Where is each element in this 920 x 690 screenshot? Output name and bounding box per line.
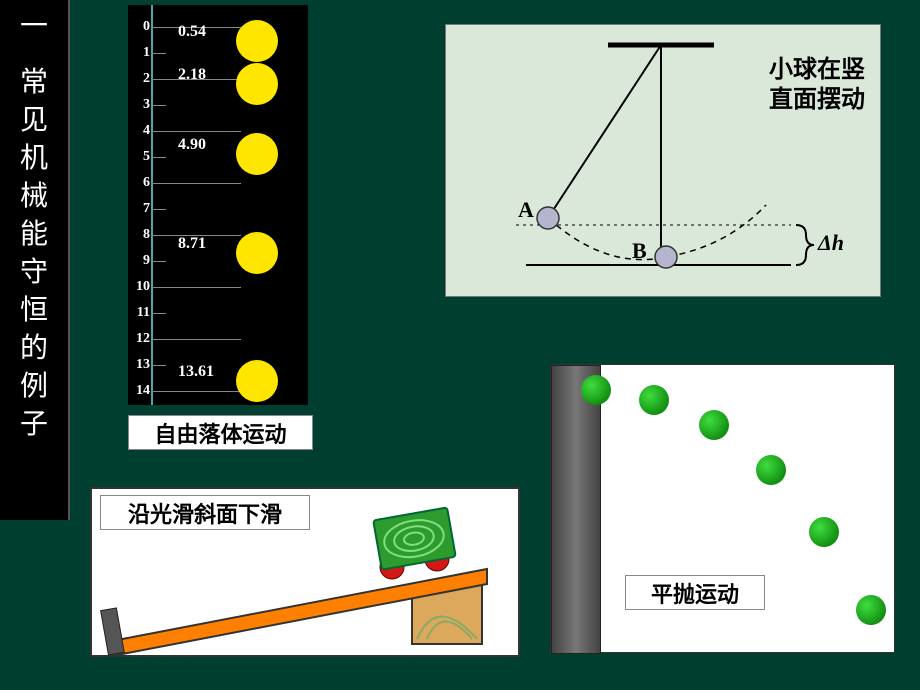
freefall-value: 0.54 xyxy=(178,23,206,41)
freefall-ball xyxy=(236,133,278,175)
sidebar-char: 的 xyxy=(20,332,48,366)
sidebar-char: 一 xyxy=(20,10,48,44)
freefall-tick-num: 0 xyxy=(130,19,150,35)
sidebar-title: 一常见机械能守恒的例子 xyxy=(0,0,70,520)
freefall-tick-num: 14 xyxy=(130,383,150,399)
projectile-launcher xyxy=(551,365,601,654)
sidebar-char: 能 xyxy=(20,218,48,252)
pendulum-delta-h: Δh xyxy=(818,230,844,256)
sidebar-char: 机 xyxy=(20,142,48,176)
projectile-ball xyxy=(856,595,886,625)
freefall-tick-num: 9 xyxy=(130,253,150,269)
freefall-tick-num: 1 xyxy=(130,45,150,61)
sidebar-char: 子 xyxy=(20,408,48,442)
freefall-tick-num: 7 xyxy=(130,201,150,217)
freefall-tick-num: 12 xyxy=(130,331,150,347)
freefall-tick xyxy=(151,313,166,314)
freefall-value: 2.18 xyxy=(178,66,206,84)
pendulum-caption: 小球在竖直面摆动 xyxy=(769,55,865,115)
freefall-ball xyxy=(236,360,278,402)
freefall-panel: 012345678910111213140.542.184.908.7113.6… xyxy=(128,5,308,405)
freefall-ball xyxy=(236,20,278,62)
projectile-caption: 平抛运动 xyxy=(625,575,765,610)
freefall-tick-num: 11 xyxy=(130,305,150,321)
pendulum-panel: 小球在竖直面摆动 A B Δh xyxy=(445,24,881,297)
freefall-tick-num: 5 xyxy=(130,149,150,165)
freefall-tick-num: 8 xyxy=(130,227,150,243)
freefall-ball xyxy=(236,232,278,274)
freefall-tick xyxy=(151,339,241,340)
freefall-tick-num: 13 xyxy=(130,357,150,373)
freefall-tick xyxy=(151,209,166,210)
freefall-tick-num: 3 xyxy=(130,97,150,113)
freefall-tick-num: 4 xyxy=(130,123,150,139)
projectile-ball xyxy=(756,455,786,485)
freefall-caption: 自由落体运动 xyxy=(128,415,313,450)
sidebar-char: 恒 xyxy=(20,294,48,328)
freefall-tick xyxy=(151,365,166,366)
sidebar-char: 守 xyxy=(20,256,48,290)
freefall-tick-num: 10 xyxy=(130,279,150,295)
freefall-tick-num: 6 xyxy=(130,175,150,191)
projectile-ball xyxy=(581,375,611,405)
freefall-tick xyxy=(151,53,166,54)
freefall-tick xyxy=(151,157,166,158)
pendulum-point-b: B xyxy=(632,238,647,264)
freefall-tick xyxy=(151,391,241,392)
freefall-tick xyxy=(151,261,166,262)
pendulum-point-a: A xyxy=(518,197,534,223)
freefall-tick xyxy=(151,287,241,288)
sidebar-char: 械 xyxy=(20,180,48,214)
freefall-ball xyxy=(236,63,278,105)
freefall-tick xyxy=(151,105,166,106)
sidebar-char: 常 xyxy=(20,66,48,100)
projectile-ball xyxy=(699,410,729,440)
incline-caption: 沿光滑斜面下滑 xyxy=(100,495,310,530)
freefall-tick-num: 2 xyxy=(130,71,150,87)
freefall-tick xyxy=(151,183,241,184)
freefall-tick xyxy=(151,131,241,132)
projectile-ball xyxy=(809,517,839,547)
sidebar-char: 见 xyxy=(20,104,48,138)
freefall-axis xyxy=(151,5,153,405)
projectile-ball xyxy=(639,385,669,415)
freefall-value: 13.61 xyxy=(178,363,214,381)
freefall-value: 8.71 xyxy=(178,235,206,253)
freefall-value: 4.90 xyxy=(178,136,206,154)
sidebar-char: 例 xyxy=(20,370,48,404)
